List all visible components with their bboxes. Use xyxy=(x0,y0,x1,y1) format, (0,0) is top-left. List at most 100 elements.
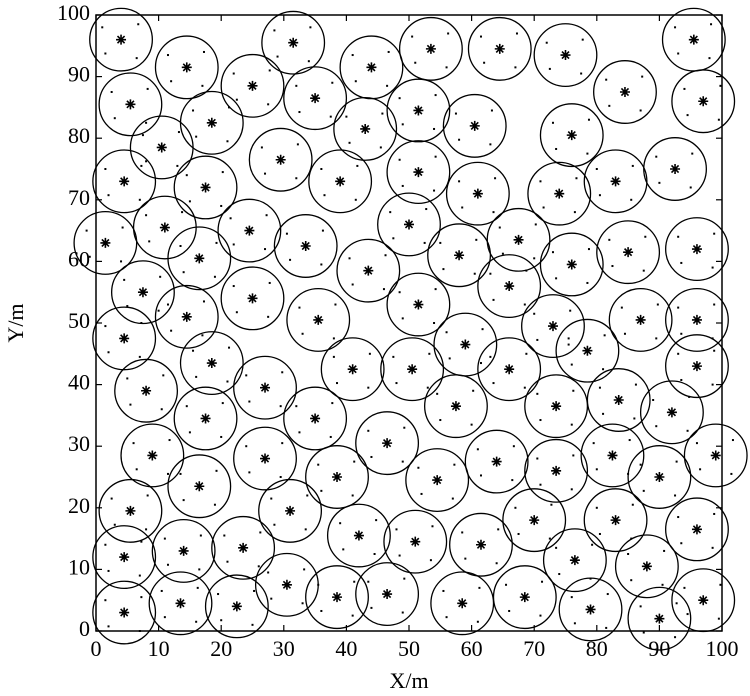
sensor-dot xyxy=(267,571,270,574)
sensor-dot xyxy=(389,211,392,214)
sensor-dot xyxy=(420,492,423,495)
sensor-dot xyxy=(370,606,373,609)
sensor-dot xyxy=(713,349,716,352)
sensor-dot xyxy=(523,303,526,306)
sensor-dot xyxy=(536,457,539,460)
sensor-node xyxy=(427,223,492,288)
sensor-dot xyxy=(307,60,310,63)
center-star xyxy=(698,595,709,606)
center-star xyxy=(654,613,665,624)
sensor-dot xyxy=(145,121,148,124)
sensor-dot xyxy=(492,382,495,385)
sensor-dot xyxy=(555,277,558,280)
sensor-dot xyxy=(301,602,304,605)
sensor-node xyxy=(173,386,238,451)
sensor-dot xyxy=(602,412,605,415)
coverage-circle xyxy=(539,232,604,297)
sensor-dot xyxy=(285,232,288,235)
sensor-dot xyxy=(351,54,354,57)
coverage-circle xyxy=(424,374,488,439)
coverage-circle xyxy=(380,337,445,402)
sensor-dot xyxy=(605,78,608,81)
sensor-dot xyxy=(680,378,683,381)
sensor-dot xyxy=(473,272,476,275)
sensor-dot xyxy=(107,625,110,628)
sensor-node xyxy=(492,565,557,630)
sensor-node xyxy=(386,272,451,337)
sensor-dot xyxy=(514,506,517,509)
sensor-node xyxy=(355,562,420,626)
sensor-dot xyxy=(631,164,634,167)
coverage-circle xyxy=(233,355,297,420)
center-star xyxy=(560,50,571,61)
sensor-dot xyxy=(633,417,636,420)
y-tick-label: 80 xyxy=(68,123,90,148)
sensor-dot xyxy=(606,593,609,596)
sensor-dot xyxy=(627,553,630,555)
x-tick-label: 60 xyxy=(461,636,483,661)
sensor-dot xyxy=(525,352,528,355)
sensor-dot xyxy=(479,35,482,38)
center-star xyxy=(404,219,414,230)
sensor-node xyxy=(258,478,323,543)
coverage-circle xyxy=(154,35,219,100)
sensor-dot xyxy=(494,177,497,180)
sensor-node xyxy=(326,503,391,568)
sensor-node xyxy=(129,115,194,180)
sensor-dot xyxy=(398,554,401,557)
sensor-node xyxy=(217,198,282,263)
center-star xyxy=(300,241,311,251)
sensor-dot xyxy=(257,565,260,568)
sensor-dot xyxy=(498,226,501,229)
center-star xyxy=(194,253,205,264)
sensor-dot xyxy=(202,50,205,53)
sensor-dot xyxy=(545,41,548,44)
center-star xyxy=(332,472,343,482)
sensor-node xyxy=(521,294,585,359)
sensor-dot xyxy=(573,622,576,625)
coverage-circle xyxy=(114,358,179,423)
sensor-dot xyxy=(428,352,431,355)
sensor-dot xyxy=(379,146,382,149)
sensor-node xyxy=(583,149,648,214)
sensor-dot xyxy=(248,400,251,403)
sensor-dot xyxy=(711,383,714,386)
sensor-dot xyxy=(182,271,185,274)
sensor-dot xyxy=(295,177,298,180)
sensor-dot xyxy=(253,589,256,592)
sensor-dot xyxy=(298,306,301,309)
coverage-circle xyxy=(204,574,269,639)
sensor-dot xyxy=(401,123,404,126)
sensor-dot xyxy=(235,98,238,101)
sensor-dot xyxy=(570,488,573,491)
sensor-dot xyxy=(497,528,500,531)
sensor-dot xyxy=(295,405,298,408)
sensor-dot xyxy=(495,562,498,565)
sensor-dot xyxy=(309,26,312,29)
sensor-dot xyxy=(381,112,384,115)
sensor-dot xyxy=(445,331,448,334)
sensor-node xyxy=(167,454,232,519)
sensor-node xyxy=(524,374,589,439)
sensor-dot xyxy=(501,252,504,255)
sensor-dot xyxy=(367,429,370,432)
sensor-node xyxy=(449,512,513,577)
center-star xyxy=(613,395,624,405)
center-star xyxy=(407,364,418,375)
sensor-dot xyxy=(367,580,370,583)
sensor-dot xyxy=(331,81,334,84)
sensor-dot xyxy=(688,395,691,398)
sensor-dot xyxy=(555,147,558,150)
sensor-dot xyxy=(159,275,162,278)
sensor-dot xyxy=(436,392,439,395)
center-star xyxy=(181,62,192,73)
sensor-dot xyxy=(581,38,584,41)
y-tick-label: 90 xyxy=(68,62,90,87)
sensor-dot xyxy=(691,152,694,155)
coverage-circle xyxy=(442,93,507,158)
sensor-node xyxy=(445,161,510,226)
sensor-dot xyxy=(476,620,479,623)
coverage-circle xyxy=(283,66,348,131)
sensor-dot xyxy=(711,546,714,549)
sensor-node xyxy=(555,318,620,383)
